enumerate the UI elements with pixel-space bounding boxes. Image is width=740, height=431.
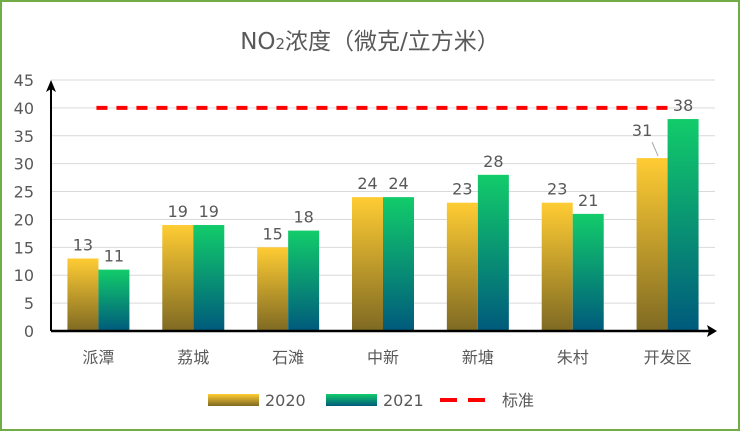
bar-2020 [352,197,383,331]
bar-2020 [162,225,194,331]
bar-2020 [446,202,478,331]
legend-label-2020: 2020 [265,391,306,410]
x-axis-arrow-icon [707,325,717,337]
bar-2020 [67,258,99,331]
bar-2021 [477,174,509,331]
bar-2020 [257,247,289,331]
x-tick-label: 新塘 [462,348,494,367]
x-tick-label: 朱村 [557,348,589,367]
x-tick-label: 派潭 [82,348,114,367]
y-tick-label: 25 [14,183,34,202]
x-tick-label: 中新 [367,348,399,367]
x-tick-label: 石滩 [272,348,304,367]
y-tick-label: 20 [14,210,34,229]
y-tick-label: 45 [14,71,34,90]
y-tick-label: 0 [24,322,34,341]
data-label: 11 [104,247,124,266]
bar-2020 [541,202,573,331]
bar-2021 [383,197,414,331]
legend-label-2021: 2021 [383,391,424,410]
y-tick-label: 15 [14,238,34,257]
data-label: 31 [632,121,652,140]
bar-2021 [98,269,130,331]
data-label: 24 [357,174,377,193]
y-tick-label: 40 [14,99,34,118]
data-label: 18 [293,208,313,227]
bar-2021 [288,230,320,331]
x-tick-label: 荔城 [177,348,209,367]
legend-label-standard: 标准 [502,391,534,410]
bar-2021 [572,213,604,331]
data-label: 38 [673,96,693,115]
data-label: 19 [168,202,188,221]
data-label: 23 [547,180,567,199]
y-tick-label: 10 [14,266,34,285]
data-label: 19 [199,202,219,221]
y-tick-label: 30 [14,155,34,174]
chart-title: NO2浓度（微克/立方米） [240,29,500,55]
data-label: 28 [483,152,503,171]
x-tick-label: 开发区 [644,348,692,367]
leader-line [651,141,659,157]
bar-2021 [667,119,699,332]
legend-swatch-2020 [208,394,259,406]
y-axis-arrow-icon [46,80,56,92]
data-label: 21 [578,191,598,210]
data-label: 24 [388,174,408,193]
data-label: 23 [452,180,472,199]
data-label: 15 [262,224,282,243]
y-tick-label: 35 [14,127,34,146]
data-label: 13 [73,235,93,254]
bar-2021 [193,225,225,331]
y-tick-label: 5 [24,294,34,313]
legend-swatch-2021 [326,394,377,406]
bar-2020 [636,158,668,331]
